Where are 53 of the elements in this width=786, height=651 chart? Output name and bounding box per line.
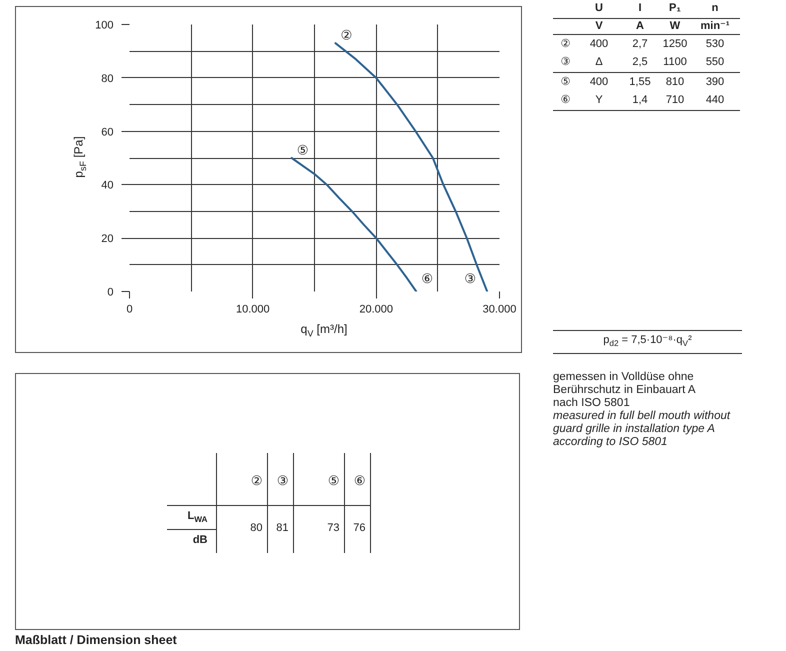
annotation: ⑥ (421, 272, 434, 287)
text: 400 (590, 76, 608, 88)
text: Δ (595, 56, 603, 68)
text: Maßblatt / Dimension sheet (15, 633, 177, 648)
line-series (290, 157, 418, 292)
text: 2,7 (632, 38, 648, 50)
text: 80 (250, 522, 262, 534)
x-tick-label: 20.000 (359, 304, 393, 316)
text: 530 (706, 38, 724, 50)
category-label: I A (636, 2, 644, 32)
category-label: ⑥ (560, 94, 570, 106)
text: 810 (666, 76, 684, 88)
category-label: ② (216, 453, 267, 505)
y-tick-label: 80 (101, 72, 114, 85)
category-label: ③ (267, 453, 293, 505)
category-label: ⑤ (293, 453, 344, 505)
text: 1100 (663, 56, 687, 68)
y-tick-label: 100 (95, 20, 114, 32)
y-tick-label: 60 (101, 126, 114, 138)
text: 1250 (662, 38, 688, 50)
text: 81 (276, 522, 288, 534)
text: 390 (706, 76, 724, 88)
x-tick-label: 0 (126, 304, 133, 316)
category-label: P₁ W (669, 2, 681, 32)
text: 550 (706, 56, 724, 68)
line-series (334, 42, 488, 292)
text: 1,55 (629, 76, 651, 88)
annotation: ② (340, 28, 352, 44)
text: 440 (706, 94, 724, 106)
text: 1,4 (632, 94, 648, 106)
x-axis-title: q$_{V}$ [m³/h] (300, 321, 348, 340)
x-tick-label: 30.000 (482, 304, 516, 316)
category-label: ② (560, 38, 570, 50)
category-label: n min⁻¹ (700, 2, 730, 32)
text: 76 (353, 522, 366, 534)
y-tick-label: 40 (101, 180, 114, 192)
category-label: ③ (560, 56, 570, 68)
annotation: ⑤ (296, 144, 309, 158)
text: 73 (327, 522, 340, 534)
text: 400 (590, 38, 608, 50)
category-label: ⑤ (560, 76, 570, 88)
text: 2,5 (632, 56, 648, 68)
annotation: ③ (464, 272, 476, 287)
x-tick-label: 10.000 (236, 304, 270, 316)
text: p$_{d2}$ = 7,5·10⁻⁸·q$_{V}$² (553, 330, 742, 354)
category-label: U V (595, 2, 603, 32)
category-label: ⑥ (344, 453, 370, 505)
text: 710 (666, 94, 684, 106)
y-tick-label: 20 (101, 233, 114, 246)
category-label: L$_{WA}$ dB (187, 510, 208, 546)
text: Y (595, 94, 603, 106)
y-tick-label: 0 (107, 286, 114, 298)
text: measured in full bell mouth without guard grille in installation type A according to ISO 5801 (553, 410, 730, 449)
